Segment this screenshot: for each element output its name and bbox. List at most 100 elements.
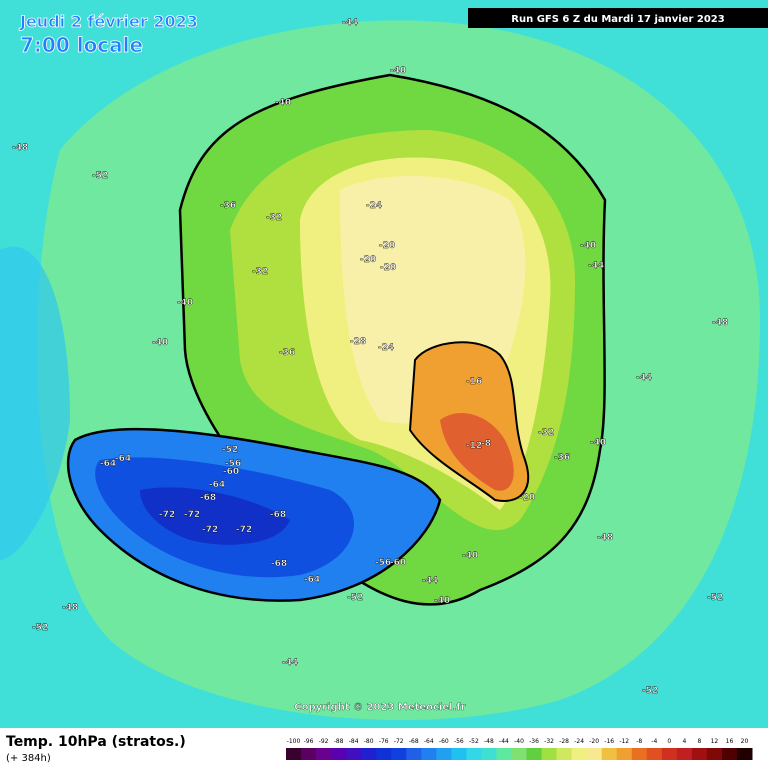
colorbar-label: -76 xyxy=(379,738,389,745)
colorbar-label: -32 xyxy=(544,738,554,745)
colorbar-label: -8 xyxy=(636,738,642,745)
colorbar-swatch xyxy=(301,748,317,760)
colorbar-label: -60 xyxy=(439,738,449,745)
colorbar-label: -28 xyxy=(559,738,569,745)
colorbar-label: -72 xyxy=(394,738,404,745)
colorbar-label: -92 xyxy=(319,738,329,745)
contour-label: -64 xyxy=(304,575,320,585)
contour-label: -56 xyxy=(375,558,391,568)
contour-label: -40 xyxy=(462,551,478,561)
colorbar-label: -88 xyxy=(334,738,344,745)
contour-label: -64 xyxy=(100,459,116,469)
contour-label: -20 xyxy=(360,255,376,265)
contour-label: -24 xyxy=(378,343,394,353)
contour-label: -60 xyxy=(223,467,239,477)
colorbar-swatch xyxy=(436,748,452,760)
colorbar-label: -100 xyxy=(287,738,301,745)
contour-label: -44 xyxy=(422,576,438,586)
colorbar-label: -40 xyxy=(514,738,524,745)
colorbar-swatch xyxy=(421,748,437,760)
colorbar-swatch xyxy=(316,748,332,760)
colorbar-swatch xyxy=(691,748,708,760)
contour-label: -44 xyxy=(588,261,604,271)
colorbar-swatch xyxy=(526,748,543,760)
contour-label: -60 xyxy=(390,558,406,568)
time-label: 7:00 locale xyxy=(20,33,143,57)
contour-label: -16 xyxy=(466,377,482,387)
colorbar-swatch xyxy=(721,748,738,760)
colorbar-swatch xyxy=(346,748,362,760)
colorbar-swatch xyxy=(571,748,588,760)
contour-labels: -48 -44 -52 -48 -40 -36 -32 -24 -20 -20 … xyxy=(12,18,729,696)
colorbar-swatch xyxy=(661,748,678,760)
colorbar-swatch xyxy=(361,748,377,760)
colorbar-label: -48 xyxy=(484,738,494,745)
contour-label: -72 xyxy=(184,510,200,520)
contour-label: -52 xyxy=(347,593,363,603)
colorbar-swatch xyxy=(676,748,693,760)
colorbar-label: 12 xyxy=(711,738,719,745)
contour-label: -20 xyxy=(380,263,396,273)
colorbar-label: -84 xyxy=(349,738,359,745)
colorbar-label: -96 xyxy=(304,738,314,745)
colorbar-label: -24 xyxy=(574,738,584,745)
region-8 xyxy=(440,412,514,491)
colorbar-swatch xyxy=(451,748,467,760)
colorbar-swatch xyxy=(601,748,618,760)
colorbar-label: -68 xyxy=(409,738,419,745)
contour-label: -48 xyxy=(12,143,28,153)
contour-label: -72 xyxy=(236,525,252,535)
contour-label: -32 xyxy=(538,428,554,438)
colorbar: -100 -96 -92 -88 -84 -80 -76 -72 -68 -64 -60 -56 -52… xyxy=(286,738,753,760)
contour-label: -52 xyxy=(642,686,658,696)
colorbar-label: -64 xyxy=(424,738,434,745)
contour-label: -44 xyxy=(282,658,298,668)
contour-label: -64 xyxy=(115,454,131,464)
colorbar-swatch xyxy=(706,748,723,760)
contour-label: -40 xyxy=(590,438,606,448)
colorbar-label: -12 xyxy=(619,738,629,745)
contour-label: -44 xyxy=(342,18,358,28)
colorbar-swatch xyxy=(466,748,482,760)
contour-label: -68 xyxy=(271,559,287,569)
region-72 xyxy=(140,487,290,545)
contour-label: -20 xyxy=(519,493,535,503)
colorbar-label: 0 xyxy=(667,738,671,745)
contour-label: -32 xyxy=(252,267,268,277)
run-label: Run GFS 6 Z du Mardi 17 janvier 2023 xyxy=(511,14,724,25)
copyright: Copyright © 2023 Meteociel.fr xyxy=(294,702,465,713)
colorbar-label: -52 xyxy=(469,738,479,745)
contour-label: -64 xyxy=(209,480,225,490)
colorbar-label: -80 xyxy=(364,738,374,745)
contour-label: -72 xyxy=(202,525,218,535)
contour-label: -32 xyxy=(266,213,282,223)
contour-label: -52 xyxy=(222,445,238,455)
date-label: Jeudi 2 février 2023 xyxy=(19,12,198,31)
contour-label: -40 xyxy=(275,98,291,108)
contour-label: -24 xyxy=(366,201,382,211)
contour-label: -40 xyxy=(390,66,406,76)
colorbar-label: 20 xyxy=(741,738,749,745)
colorbar-swatch xyxy=(391,748,407,760)
contour-label: -52 xyxy=(707,593,723,603)
colorbar-swatch xyxy=(646,748,663,760)
colorbar-label: -16 xyxy=(604,738,614,745)
colorbar-label: 4 xyxy=(682,738,686,745)
colorbar-label: -36 xyxy=(529,738,539,745)
colorbar-swatch xyxy=(481,748,497,760)
contour-label: -44 xyxy=(636,373,652,383)
region-52 xyxy=(0,246,70,560)
contour-label: -20 xyxy=(379,241,395,251)
contour-label: -68 xyxy=(270,510,286,520)
contour-label: -36 xyxy=(279,348,295,358)
colorbar-swatch xyxy=(376,748,392,760)
colorbar-swatch xyxy=(406,748,422,760)
colorbar-label: -56 xyxy=(454,738,464,745)
contour-label: -56 xyxy=(225,459,241,469)
colorbar-swatch xyxy=(286,748,302,760)
run-box xyxy=(468,8,768,28)
colorbar-label: -20 xyxy=(589,738,599,745)
colorbar-swatch xyxy=(556,748,573,760)
contour-label: -48 xyxy=(712,318,728,328)
